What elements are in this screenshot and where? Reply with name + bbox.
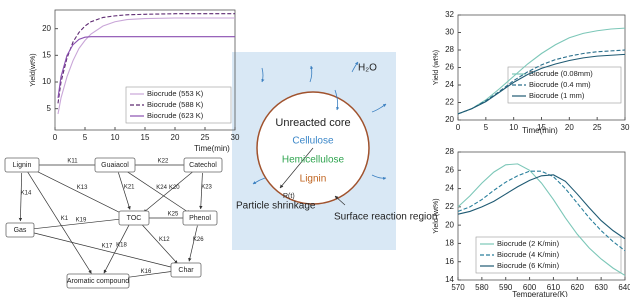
edge-label: K24 <box>156 185 167 191</box>
edge-label: K16 <box>141 269 152 275</box>
edge-label: K11 <box>67 159 78 165</box>
node-label: Gas <box>14 227 27 234</box>
water-label: H₂O <box>358 63 377 74</box>
edge <box>30 232 175 268</box>
edge-label: K23 <box>201 185 212 191</box>
x-tick-label: 0 <box>53 133 58 142</box>
surface-label: Surface reaction region <box>334 212 437 223</box>
legend-label: Biocrude (623 K) <box>147 111 204 120</box>
edge-label: K26 <box>193 237 204 243</box>
legend-label: Biocrude (0.08mm) <box>529 69 593 78</box>
node-label: Catechol <box>189 162 217 169</box>
y-tick-label: 10 <box>42 77 51 86</box>
x-tick-label: 30 <box>231 133 240 142</box>
edge <box>201 173 203 209</box>
edge-label: K21 <box>124 185 135 191</box>
y-tick-label: 28 <box>445 147 454 156</box>
x-tick-label: 5 <box>83 133 88 142</box>
x-tick-label: 620 <box>571 283 585 292</box>
hemicellulose-label: Hemicellulose <box>282 155 345 166</box>
y-tick-label: 15 <box>42 50 51 59</box>
core-label: Unreacted core <box>275 117 350 129</box>
x-tick-label: 25 <box>593 123 602 132</box>
legend-label: Biocrude (2 K/min) <box>497 239 560 248</box>
edge-label: K22 <box>158 159 169 165</box>
y-tick-label: 28 <box>445 45 454 54</box>
y-tick-label: 24 <box>445 80 454 89</box>
y-axis-label: Yield (wt%) <box>433 50 440 85</box>
edge-label: K19 <box>76 218 87 224</box>
edge <box>189 226 197 262</box>
y-tick-label: 26 <box>445 63 454 72</box>
legend-label: Biocrude (4 K/min) <box>497 250 560 259</box>
legend-label: Biocrude (1 mm) <box>529 91 585 100</box>
y-tick-label: 22 <box>445 98 454 107</box>
figure: Unreacted core Cellulose Hemicellulose L… <box>0 0 630 297</box>
legend-label: Biocrude (6 K/min) <box>497 261 560 270</box>
legend-label: Biocrude (588 K) <box>147 100 204 109</box>
node-label: TOC <box>127 215 142 222</box>
edge-label: K25 <box>168 212 179 218</box>
edge <box>144 170 196 213</box>
edge-label: K14 <box>21 191 32 197</box>
edge <box>118 173 130 210</box>
y-tick-label: 16 <box>445 257 454 266</box>
particle-panel: Unreacted core Cellulose Hemicellulose L… <box>232 52 437 250</box>
y-axis-label: Yield (wt%) <box>433 198 440 233</box>
legend-label: Biocrude (553 K) <box>147 89 204 98</box>
edge-label: K13 <box>77 185 88 191</box>
edge <box>123 169 189 213</box>
shrinkage-label: Particle shrinkage <box>236 201 316 212</box>
y-tick-label: 20 <box>445 220 454 229</box>
x-tick-label: 580 <box>475 283 489 292</box>
x-tick-label: 10 <box>111 133 120 142</box>
edge-label: K17 <box>102 243 113 249</box>
edge-label: K20 <box>169 185 180 191</box>
radius-label: R(t) <box>283 193 295 200</box>
node-label: Aromatic compound <box>67 278 129 285</box>
x-tick-label: 25 <box>201 133 210 142</box>
x-tick-label: 640 <box>618 283 630 292</box>
x-tick-label: 20 <box>171 133 180 142</box>
x-tick-label: 630 <box>594 283 608 292</box>
x-tick-label: 570 <box>451 283 465 292</box>
lignin-label: Lignin <box>300 174 327 185</box>
edge <box>20 173 21 221</box>
node-label: Char <box>178 267 194 274</box>
node-label: Lignin <box>13 162 32 169</box>
x-tick-label: 590 <box>499 283 513 292</box>
y-tick-label: 18 <box>445 239 454 248</box>
edge <box>31 168 123 214</box>
x-tick-label: 15 <box>141 133 150 142</box>
edge-label: K1 <box>61 216 69 222</box>
node-label: Phenol <box>189 215 211 222</box>
y-tick-label: 20 <box>445 115 454 124</box>
x-axis-label: Time(min) <box>194 144 230 153</box>
y-tick-label: 24 <box>445 184 454 193</box>
x-tick-label: 10 <box>509 123 518 132</box>
x-tick-label: 20 <box>565 123 574 132</box>
y-tick-label: 26 <box>445 165 454 174</box>
y-tick-label: 32 <box>445 10 454 19</box>
y-tick-label: 30 <box>445 28 454 37</box>
cellulose-label: Cellulose <box>292 136 334 147</box>
y-tick-label: 22 <box>445 202 454 211</box>
node-label: Guaiacol <box>101 162 129 169</box>
x-axis-label: Time(min) <box>522 126 558 135</box>
legend-label: Biocrude (0.4 mm) <box>529 80 591 89</box>
y-tick-label: 5 <box>47 104 52 113</box>
edge-label: K12 <box>159 237 170 243</box>
edge-label: K18 <box>116 243 127 249</box>
edge <box>141 224 177 264</box>
x-tick-label: 5 <box>484 123 489 132</box>
y-tick-label: 14 <box>445 275 454 284</box>
y-tick-label: 20 <box>42 24 51 33</box>
x-tick-label: 30 <box>621 123 630 132</box>
y-axis-label: Yield(wt%) <box>30 53 37 86</box>
x-tick-label: 0 <box>456 123 461 132</box>
x-axis-label: Temperature(K) <box>512 290 568 297</box>
